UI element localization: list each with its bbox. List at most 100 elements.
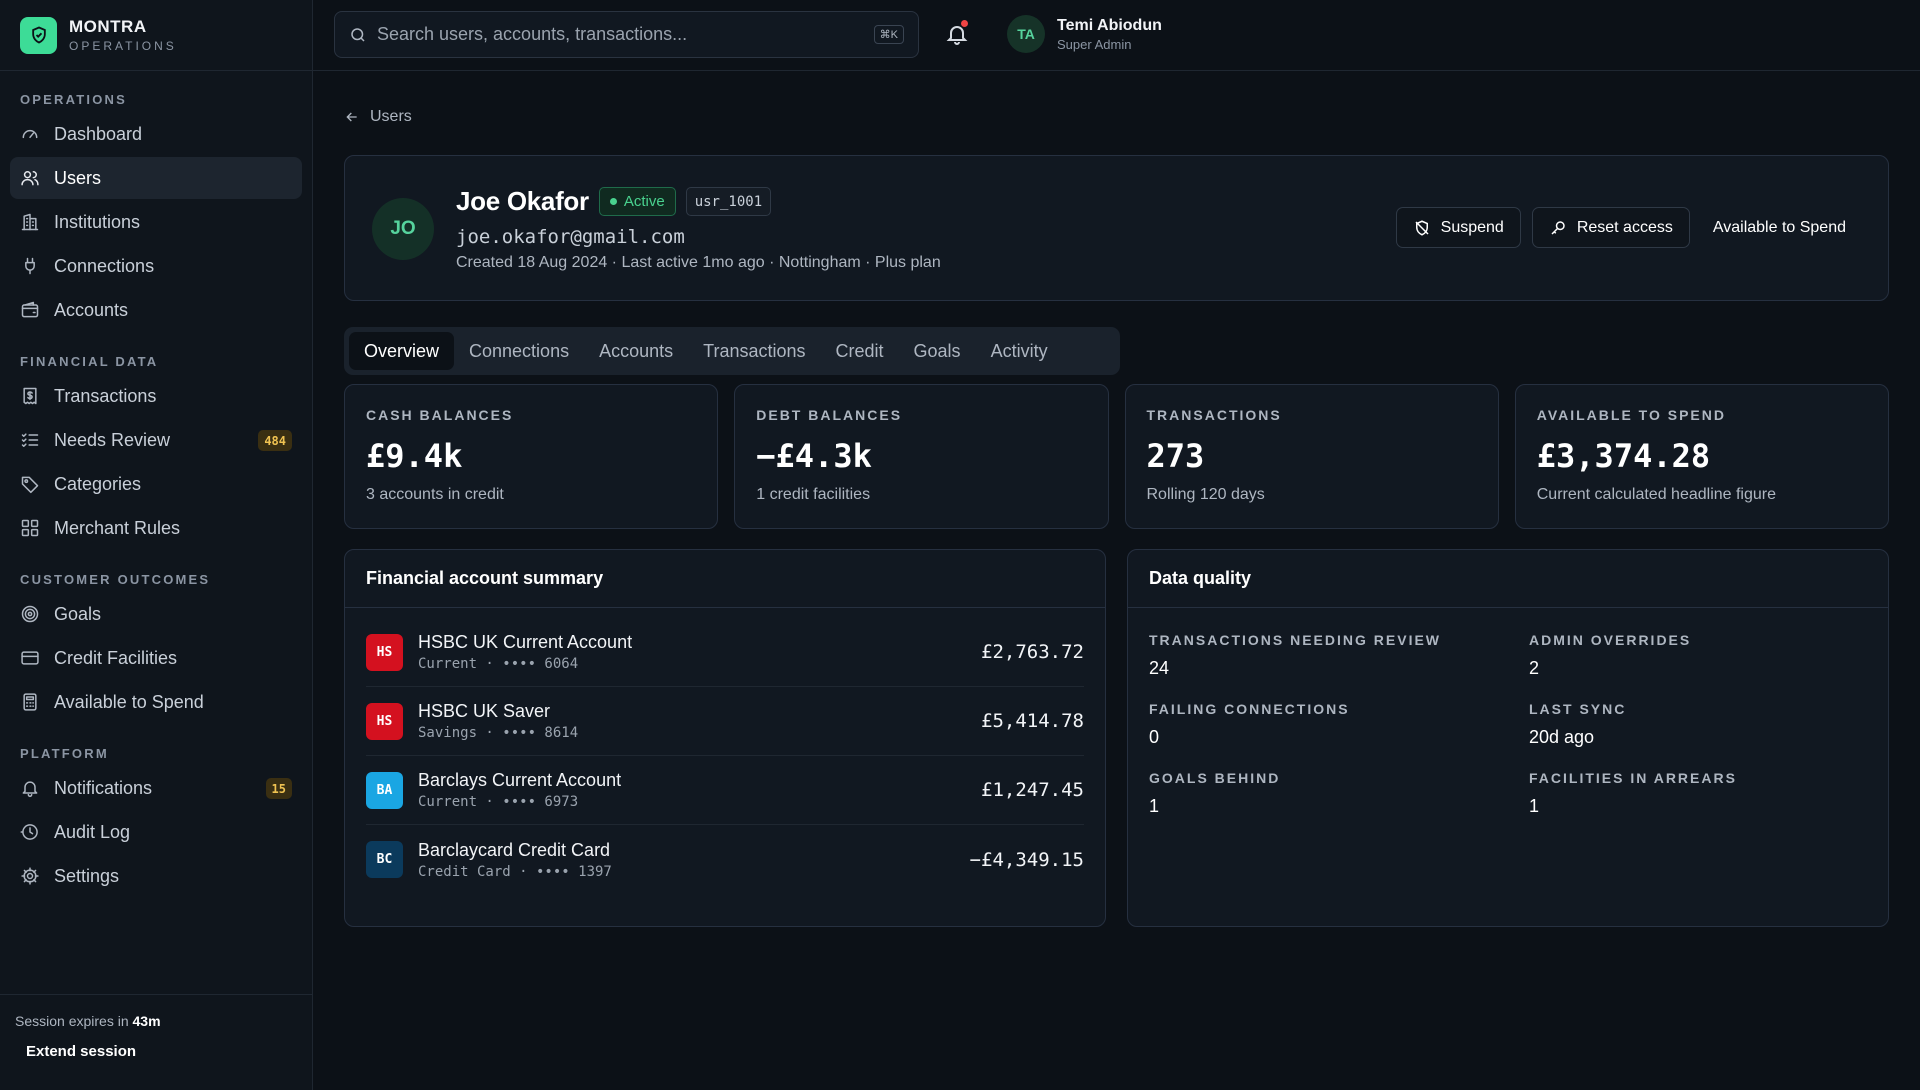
- account-list: HS HSBC UK Current Account Current · •••…: [345, 608, 1105, 894]
- profile-name: Joe Okafor: [456, 186, 589, 216]
- brand[interactable]: MONTRA OPERATIONS: [0, 0, 312, 71]
- sidebar-item-institutions[interactable]: Institutions: [10, 201, 302, 243]
- sidebar-item-label: Connections: [54, 255, 155, 276]
- stat-card-cash-balances: CASH BALANCES £9.4k 3 accounts in credit: [344, 384, 719, 529]
- nav-section-heading: OPERATIONS: [20, 92, 127, 107]
- sidebar-nav: OPERATIONS Dashboard Users Institutions Conn…: [0, 71, 312, 897]
- sidebar-item-available-to-spend[interactable]: Available to Spend: [10, 681, 302, 723]
- sidebar-item-label: Audit Log: [54, 821, 131, 842]
- tab-activity[interactable]: Activity: [990, 340, 1048, 361]
- stat-label: CASH BALANCES: [366, 407, 514, 423]
- nav-section: FINANCIAL DATA Transactions Needs Review 48…: [0, 345, 312, 549]
- account-balance: −£4,349.15: [969, 848, 1084, 871]
- user-avatar: TA: [1007, 15, 1045, 53]
- sidebar-item-notifications[interactable]: Notifications 15: [10, 767, 302, 809]
- brand-subtitle: OPERATIONS: [69, 39, 177, 53]
- sidebar-item-transactions[interactable]: Transactions: [10, 375, 302, 417]
- sidebar-item-goals[interactable]: Goals: [10, 593, 302, 635]
- tab-accounts[interactable]: Accounts: [599, 340, 674, 361]
- account-row[interactable]: HS HSBC UK Saver Savings · •••• 8614 £5,…: [366, 687, 1084, 756]
- nav-section: CUSTOMER OUTCOMES Goals Credit Facilities A…: [0, 563, 312, 723]
- sidebar-item-label: Merchant Rules: [54, 517, 181, 538]
- shield-off-icon: [1415, 219, 1429, 236]
- dq-value: 2: [1529, 658, 1540, 678]
- sidebar-item-audit-log[interactable]: Audit Log: [10, 811, 302, 853]
- account-name: Barclaycard Credit Card: [418, 839, 611, 860]
- stat-label: DEBT BALANCES: [756, 407, 903, 423]
- stat-card-available-to-spend: AVAILABLE TO SPEND £3,374.28 Current cal…: [1514, 384, 1889, 529]
- account-balance: £1,247.45: [981, 779, 1084, 801]
- sidebar-item-accounts[interactable]: Accounts: [10, 289, 302, 331]
- account-balance: £2,763.72: [981, 641, 1084, 663]
- profile-meta: Created 18 Aug 2024 · Last active 1mo ag…: [456, 254, 941, 271]
- sidebar-item-settings[interactable]: Settings: [10, 855, 302, 897]
- stat-value: £3,374.28: [1536, 437, 1711, 475]
- sidebar-item-dashboard[interactable]: Dashboard: [10, 113, 302, 155]
- reset-access-button[interactable]: Reset access: [1531, 207, 1690, 248]
- nav-section: OPERATIONS Dashboard Users Institutions Conn…: [0, 83, 312, 331]
- notifications-bell-button[interactable]: [945, 20, 969, 46]
- available-to-spend-button[interactable]: Available to Spend: [1712, 218, 1846, 236]
- shield-logo-icon: [20, 16, 57, 54]
- sidebar-item-label: Users: [54, 167, 102, 188]
- search-icon: [351, 27, 365, 42]
- data-quality-item: ADMIN OVERRIDES 2: [1529, 632, 1867, 679]
- brand-name: MONTRA: [69, 17, 147, 36]
- tab-connections[interactable]: Connections: [469, 340, 570, 361]
- institution-logo: BA: [366, 771, 403, 809]
- panel-title: Financial account summary: [345, 550, 1105, 608]
- sidebar-item-needs-review[interactable]: Needs Review 484: [10, 419, 302, 461]
- back-to-users-link[interactable]: Users: [344, 108, 412, 126]
- user-role: Super Admin: [1057, 36, 1132, 52]
- topbar: ⌘K TA Temi Abiodun Super Admin: [313, 0, 1920, 71]
- account-row[interactable]: BC Barclaycard Credit Card Credit Card ·…: [366, 825, 1084, 894]
- account-row[interactable]: HS HSBC UK Current Account Current · •••…: [366, 618, 1084, 687]
- stat-subtext: Rolling 120 days: [1146, 486, 1265, 503]
- card-icon: [20, 648, 40, 668]
- count-badge: 15: [265, 778, 292, 799]
- tab-goals[interactable]: Goals: [913, 340, 961, 361]
- data-quality-grid: TRANSACTIONS NEEDING REVIEW 24 ADMIN OVER…: [1128, 608, 1888, 841]
- search-input[interactable]: [377, 24, 864, 45]
- count-badge: 484: [258, 430, 292, 451]
- account-subtext: Savings · •••• 8614: [418, 725, 579, 741]
- stat-card-transactions: TRANSACTIONS 273 Rolling 120 days: [1124, 384, 1499, 529]
- bell-icon: [946, 26, 968, 45]
- user-menu[interactable]: TA Temi Abiodun Super Admin: [1007, 15, 1162, 53]
- suspend-button[interactable]: Suspend: [1395, 207, 1521, 248]
- receipt-icon: [20, 386, 40, 406]
- main-content: Users JO Joe Okafor Active usr_1001 joe.…: [313, 71, 1920, 1090]
- user-profile-card: JO Joe Okafor Active usr_1001 joe.okafor…: [344, 155, 1889, 301]
- sidebar-item-credit-facilities[interactable]: Credit Facilities: [10, 637, 302, 679]
- sidebar-item-merchant-rules[interactable]: Merchant Rules: [10, 507, 302, 549]
- sidebar-item-connections[interactable]: Connections: [10, 245, 302, 287]
- sidebar-item-label: Dashboard: [54, 123, 143, 144]
- stat-label: TRANSACTIONS: [1146, 407, 1282, 423]
- status-badge: Active: [598, 187, 676, 216]
- search-box[interactable]: ⌘K: [334, 11, 919, 58]
- tag-icon: [20, 474, 40, 494]
- dq-label: FAILING CONNECTIONS: [1149, 701, 1350, 717]
- extend-session-button[interactable]: Extend session: [26, 1043, 137, 1060]
- stat-value: −£4.3k: [756, 437, 872, 475]
- profile-tabs: Overview Connections Accounts Transactions C…: [344, 327, 1120, 375]
- nav-section-heading: FINANCIAL DATA: [20, 354, 159, 369]
- account-row[interactable]: BA Barclays Current Account Current · ••…: [366, 756, 1084, 825]
- data-quality-item: LAST SYNC 20d ago: [1529, 701, 1867, 748]
- account-subtext: Current · •••• 6064: [418, 656, 579, 672]
- arrow-left-icon: [346, 112, 357, 122]
- panel-title: Data quality: [1128, 550, 1888, 608]
- dq-value: 1: [1529, 796, 1540, 816]
- tab-transactions[interactable]: Transactions: [703, 340, 806, 361]
- sidebar-item-users[interactable]: Users: [10, 157, 302, 199]
- session-expiry: Session expires in 43m: [15, 1013, 161, 1029]
- tab-credit[interactable]: Credit: [835, 340, 884, 361]
- key-icon: [1551, 220, 1565, 235]
- tab-overview[interactable]: Overview: [349, 332, 455, 370]
- data-quality-item: FAILING CONNECTIONS 0: [1149, 701, 1529, 748]
- sidebar-item-categories[interactable]: Categories: [10, 463, 302, 505]
- stat-cards: CASH BALANCES £9.4k 3 accounts in credit…: [344, 384, 1889, 529]
- dq-label: ADMIN OVERRIDES: [1529, 632, 1692, 648]
- users-icon: [20, 168, 40, 188]
- data-quality-item: GOALS BEHIND 1: [1149, 770, 1529, 817]
